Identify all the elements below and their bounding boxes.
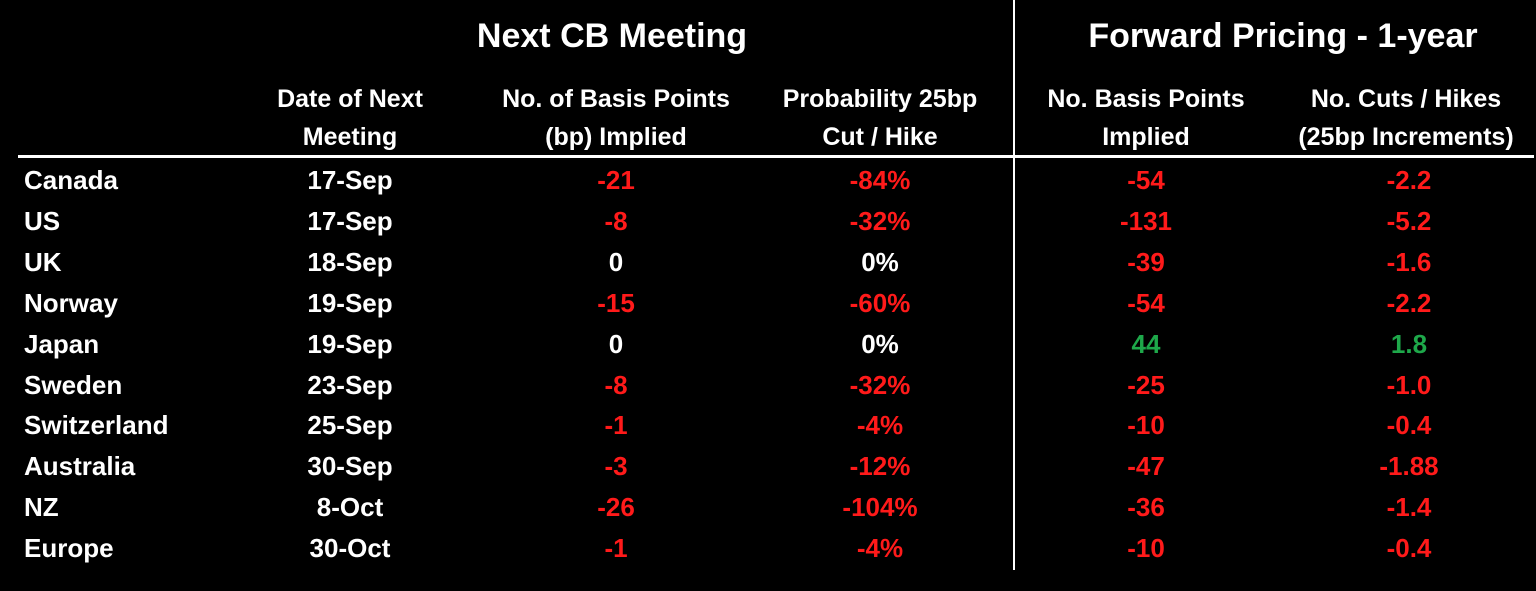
- fwd-bp-cell: -39: [1127, 246, 1165, 277]
- cuts-hikes-cell: -1.6: [1386, 246, 1432, 277]
- header-underline: [18, 155, 1534, 158]
- country-cell: UK: [24, 246, 62, 277]
- country-cell: Norway: [24, 287, 118, 318]
- probability-cell: -4%: [856, 533, 904, 564]
- section-divider: [1013, 0, 1015, 570]
- fwd-bp-cell: -10: [1127, 410, 1165, 441]
- table-row: US 17-Sep -8 -32% -131 -5.2: [0, 201, 1536, 242]
- country-cell: Canada: [24, 165, 118, 195]
- header-fwd-bp: No. Basis Points Implied: [1047, 85, 1245, 151]
- date-cell: 17-Sep: [307, 205, 393, 236]
- bp-implied-cell: 0: [608, 246, 624, 277]
- date-cell: 17-Sep: [307, 165, 393, 195]
- country-cell: Europe: [24, 533, 114, 564]
- header-date: Date of Next Meeting: [277, 85, 423, 151]
- table-row: Canada 17-Sep -21 -84% -54 -2.2: [0, 160, 1536, 201]
- cuts-hikes-cell: -0.4: [1386, 410, 1432, 441]
- probability-cell: 0%: [861, 246, 899, 277]
- probability-cell: -4%: [856, 410, 904, 441]
- date-cell: 19-Sep: [307, 328, 393, 359]
- probability-cell: -32%: [849, 205, 911, 236]
- bp-implied-cell: -15: [597, 287, 635, 318]
- table-row: Japan 19-Sep 0 0% 44 1.8: [0, 324, 1536, 365]
- probability-cell: -12%: [849, 451, 911, 482]
- cuts-hikes-cell: -5.2: [1386, 205, 1432, 236]
- fwd-bp-cell: -54: [1127, 287, 1165, 318]
- table-row: NZ 8-Oct -26 -104% -36 -1.4: [0, 487, 1536, 528]
- bp-implied-cell: -26: [597, 492, 635, 523]
- date-cell: 23-Sep: [307, 369, 393, 400]
- fwd-bp-cell: -47: [1127, 451, 1165, 482]
- country-cell: Sweden: [24, 369, 123, 400]
- table-row: UK 18-Sep 0 0% -39 -1.6: [0, 242, 1536, 283]
- fwd-bp-cell: -54: [1127, 165, 1165, 195]
- probability-cell: -104%: [842, 492, 918, 523]
- header-cuts-hikes: No. Cuts / Hikes (25bp Increments): [1298, 85, 1514, 151]
- cuts-hikes-cell: -2.2: [1386, 287, 1432, 318]
- table-row: Sweden 23-Sep -8 -32% -25 -1.0: [0, 365, 1536, 406]
- table-row: Australia 30-Sep -3 -12% -47 -1.88: [0, 446, 1536, 487]
- cuts-hikes-cell: -0.4: [1386, 533, 1432, 564]
- country-cell: Switzerland: [24, 410, 169, 441]
- table-row: Switzerland 25-Sep -1 -4% -10 -0.4: [0, 405, 1536, 446]
- cuts-hikes-cell: -2.2: [1386, 165, 1432, 195]
- group-title-forward-pricing: Forward Pricing - 1-year: [1088, 17, 1478, 55]
- table-row: Europe 30-Oct -1 -4% -10 -0.4: [0, 528, 1536, 569]
- table-row: Norway 19-Sep -15 -60% -54 -2.2: [0, 283, 1536, 324]
- probability-cell: -60%: [849, 287, 911, 318]
- date-cell: 19-Sep: [307, 287, 393, 318]
- bp-implied-cell: -3: [604, 451, 628, 482]
- cuts-hikes-cell: -1.4: [1386, 492, 1432, 523]
- date-cell: 30-Oct: [309, 533, 391, 564]
- date-cell: 18-Sep: [307, 246, 393, 277]
- fwd-bp-cell: -131: [1119, 205, 1173, 236]
- cuts-hikes-cell: 1.8: [1390, 328, 1428, 359]
- country-cell: NZ: [24, 492, 59, 523]
- header-probability: Probability 25bp Cut / Hike: [782, 85, 978, 151]
- fwd-bp-cell: -25: [1127, 369, 1165, 400]
- bp-implied-cell: -8: [604, 205, 628, 236]
- probability-cell: 0%: [861, 328, 899, 359]
- fwd-bp-cell: 44: [1131, 328, 1161, 359]
- fwd-bp-cell: -10: [1127, 533, 1165, 564]
- bp-implied-cell: -1: [604, 410, 628, 441]
- bp-implied-cell: -8: [604, 369, 628, 400]
- date-cell: 25-Sep: [307, 410, 393, 441]
- probability-cell: -32%: [849, 369, 911, 400]
- cuts-hikes-cell: -1.88: [1379, 451, 1439, 482]
- bp-implied-cell: -21: [597, 165, 635, 195]
- header-bp-implied: No. of Basis Points (bp) Implied: [502, 85, 730, 151]
- country-cell: Japan: [24, 328, 100, 359]
- bp-implied-cell: 0: [608, 328, 624, 359]
- country-cell: Australia: [24, 451, 136, 482]
- date-cell: 30-Sep: [307, 451, 393, 482]
- fwd-bp-cell: -36: [1127, 492, 1165, 523]
- probability-cell: -84%: [849, 165, 911, 195]
- group-title-next-meeting: Next CB Meeting: [476, 17, 748, 55]
- date-cell: 8-Oct: [316, 492, 384, 523]
- country-cell: US: [24, 205, 61, 236]
- bp-implied-cell: -1: [604, 533, 628, 564]
- cuts-hikes-cell: -1.0: [1386, 369, 1432, 400]
